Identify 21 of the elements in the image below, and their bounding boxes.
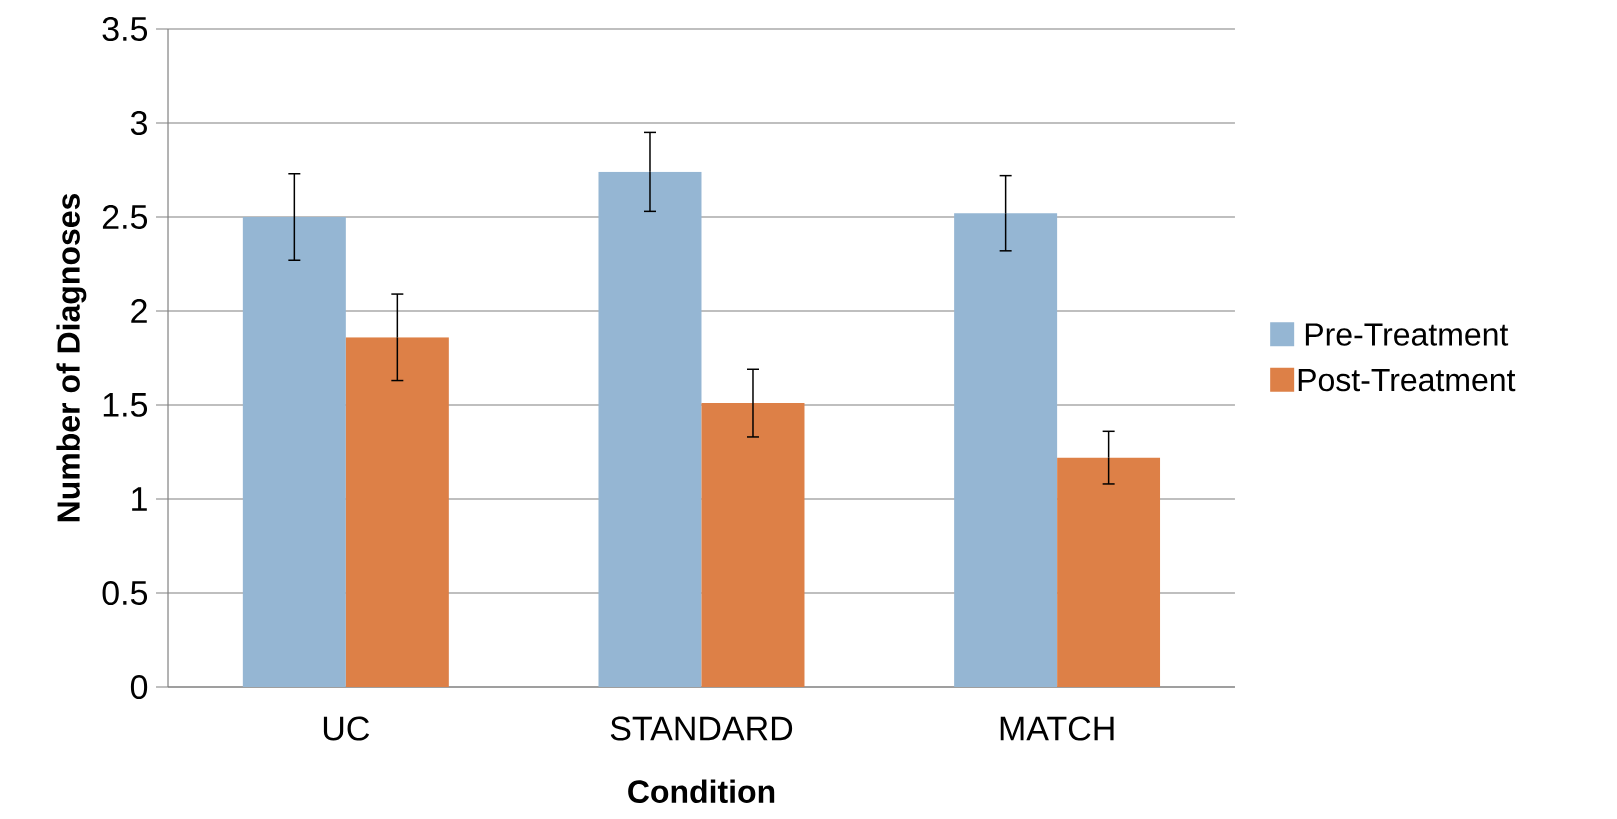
- x-tick-label: STANDARD: [610, 716, 793, 741]
- legend-label: Pre-Treatment: [1305, 323, 1509, 346]
- bar: [242, 216, 346, 687]
- x-tick-label: MATCH: [1000, 716, 1114, 741]
- y-tick-label: 3.5: [102, 16, 148, 42]
- x-axis-title: Condition: [628, 779, 775, 803]
- y-tick-label: 1.5: [103, 393, 148, 417]
- y-axis-title: Number of Diagnoses: [56, 193, 87, 522]
- y-tick-label: 1: [132, 487, 147, 511]
- bar: [701, 403, 805, 687]
- y-tick-label: 0.5: [102, 580, 148, 606]
- legend-label: Post-Treatment: [1298, 369, 1516, 392]
- y-tick-label: 2: [131, 299, 147, 323]
- bar: [598, 171, 702, 687]
- y-tick-label: 3: [130, 110, 147, 136]
- y-tick-label: 0: [130, 674, 148, 700]
- bar: [345, 337, 449, 687]
- bar: [954, 213, 1058, 687]
- x-tick-label: UC: [323, 716, 370, 741]
- y-tick-label: 2.5: [102, 204, 148, 230]
- bar: [1057, 457, 1161, 687]
